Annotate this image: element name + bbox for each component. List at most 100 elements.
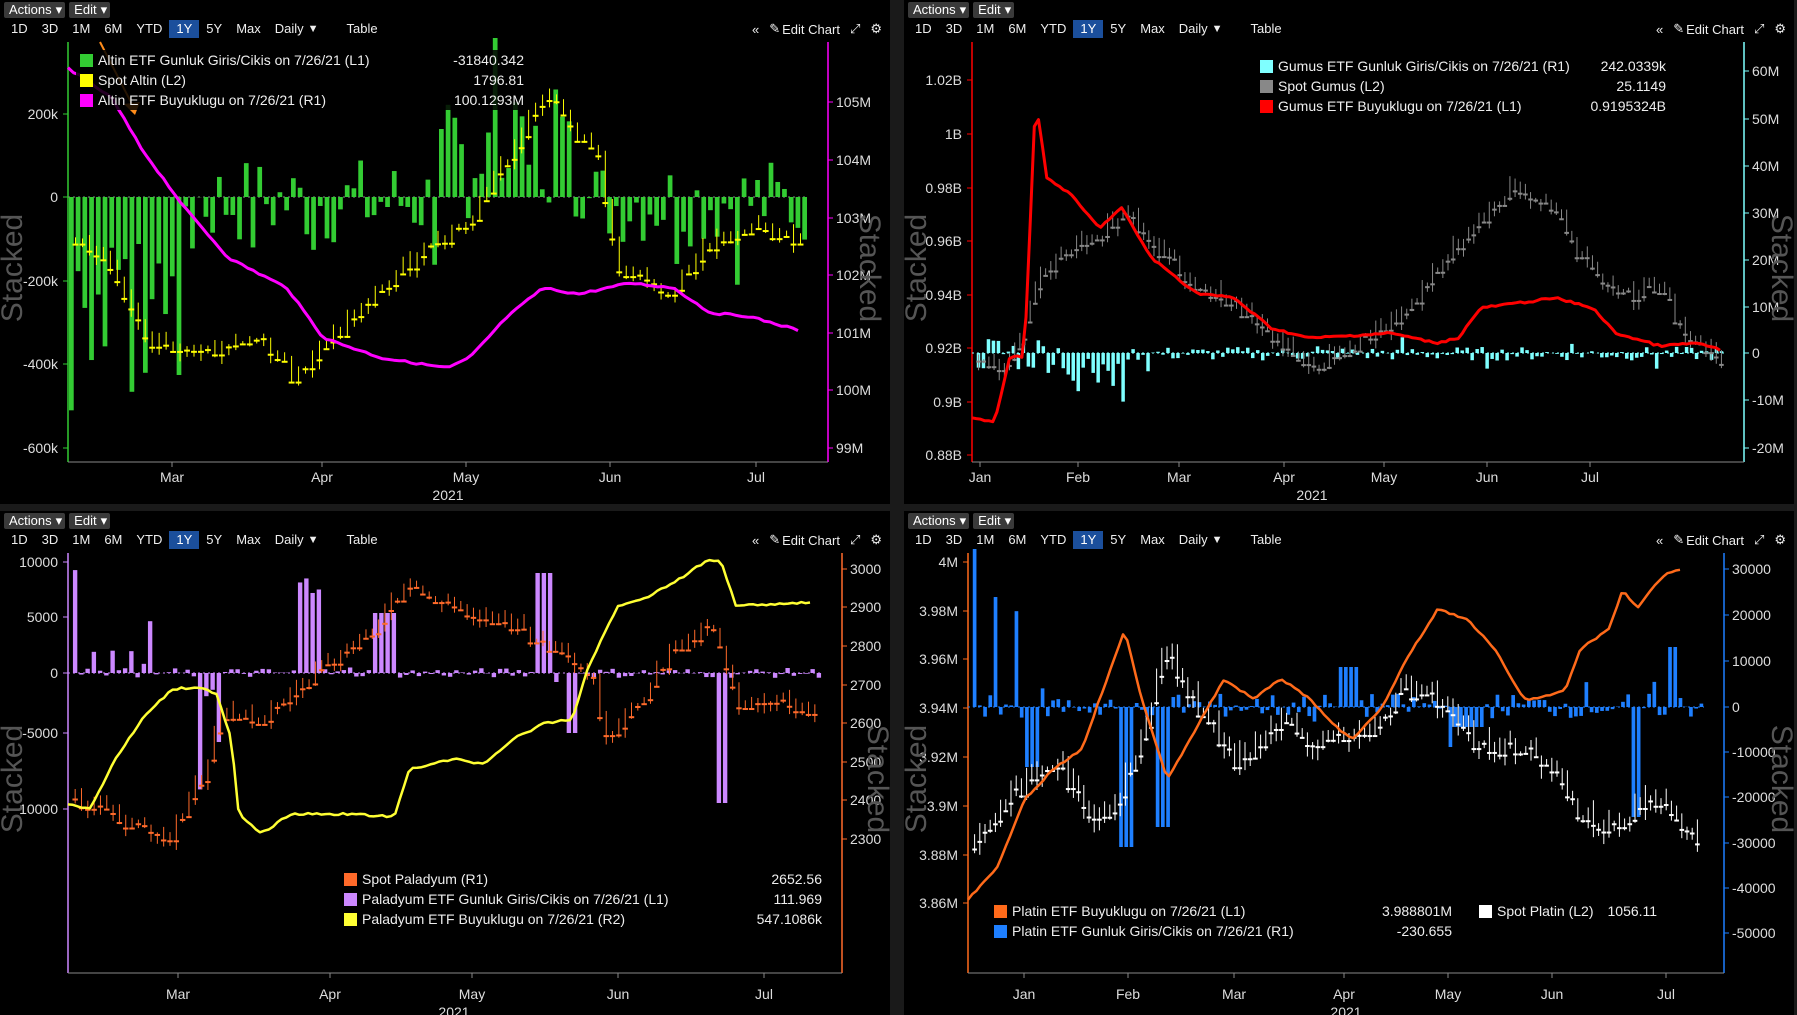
gear-icon[interactable]: ⚙ [1774, 21, 1786, 37]
right-axis-tick: -20M [1752, 440, 1784, 456]
candle-body [1222, 745, 1226, 746]
edit-chart-button[interactable]: Edit Chart [1686, 533, 1744, 548]
inflow-bar [681, 197, 686, 232]
range-button-1d[interactable]: 1D [4, 531, 35, 549]
legend-item[interactable]: Paladyum ETF Buyuklugu on 7/26/21 (R2)54… [340, 909, 830, 929]
gear-icon[interactable]: ⚙ [1774, 532, 1786, 548]
range-button-max[interactable]: Max [229, 531, 268, 549]
gear-icon[interactable]: ⚙ [870, 532, 882, 548]
edit-menu[interactable]: Edit [69, 2, 101, 18]
actions-menu[interactable]: Actions [4, 513, 57, 529]
range-button-max[interactable]: Max [1133, 20, 1172, 38]
legend-item[interactable]: Gumus ETF Gunluk Giris/Cikis on 7/26/21 … [1256, 56, 1674, 76]
legend-item[interactable]: Paladyum ETF Gunluk Giris/Cikis on 7/26/… [340, 889, 830, 909]
table-button[interactable]: Table [1244, 531, 1289, 549]
actions-menu[interactable]: Actions [908, 2, 961, 18]
range-button-6m[interactable]: 6M [97, 20, 129, 38]
range-button-1y[interactable]: 1Y [1073, 531, 1103, 549]
expand-icon[interactable]: ⤢ [1754, 21, 1764, 37]
inflow-bar [1344, 667, 1348, 707]
candle-body [1477, 227, 1481, 228]
inflow-bar [760, 672, 764, 673]
table-button[interactable]: Table [340, 20, 385, 38]
edit-menu[interactable]: Edit [973, 2, 1005, 18]
range-button-1m[interactable]: 1M [65, 531, 97, 549]
legend-item[interactable]: Altin ETF Buyuklugu on 7/26/21 (R1)100.1… [76, 90, 532, 110]
candle-body [199, 351, 204, 352]
range-button-6m[interactable]: 6M [97, 531, 129, 549]
legend-item[interactable]: Altin ETF Gunluk Giris/Cikis on 7/26/21 … [76, 50, 532, 70]
chart-tools: «✎Edit Chart⤢⚙ [752, 20, 882, 38]
range-button-1m[interactable]: 1M [969, 531, 1001, 549]
range-button-3d[interactable]: 3D [939, 531, 970, 549]
collapse-icon[interactable]: « [752, 533, 759, 548]
legend-item[interactable]: Spot Altin (L2)1796.81 [76, 70, 532, 90]
range-button-3d[interactable]: 3D [939, 20, 970, 38]
candle-body [983, 832, 987, 833]
inflow-bar [156, 197, 161, 263]
candle-body [1714, 357, 1718, 358]
expand-icon[interactable]: ⤢ [850, 21, 860, 37]
legend-item[interactable]: Spot Gumus (L2)25.1149 [1256, 76, 1674, 96]
range-button-1d[interactable]: 1D [908, 20, 939, 38]
legend-item[interactable]: Gumus ETF Buyuklugu on 7/26/21 (L1)0.919… [1256, 96, 1674, 116]
range-button-3d[interactable]: 3D [35, 531, 66, 549]
legend-item[interactable]: Spot Platin (L2)1056.11 [1475, 901, 1665, 921]
inflow-bar [448, 673, 452, 677]
range-button-1y[interactable]: 1Y [1073, 20, 1103, 38]
edit-chart-button[interactable]: Edit Chart [782, 22, 840, 37]
range-button-max[interactable]: Max [1133, 531, 1172, 549]
legend-value: -31840.342 [439, 52, 532, 68]
range-button-1m[interactable]: 1M [65, 20, 97, 38]
x-axis-month: Apr [1333, 986, 1355, 1002]
candle-body [427, 597, 431, 598]
range-button-3d[interactable]: 3D [35, 20, 66, 38]
candle-body [680, 650, 684, 651]
range-button-1m[interactable]: 1M [969, 20, 1001, 38]
range-button-max[interactable]: Max [229, 20, 268, 38]
edit-menu[interactable]: Edit [973, 513, 1005, 529]
candle-body [1373, 736, 1377, 737]
edit-menu[interactable]: Edit [69, 513, 101, 529]
candle-body [1160, 676, 1164, 677]
range-button-1y[interactable]: 1Y [169, 20, 199, 38]
range-button-ytd[interactable]: YTD [129, 531, 169, 549]
table-button[interactable]: Table [340, 531, 385, 549]
actions-menu[interactable]: Actions [908, 513, 961, 529]
expand-icon[interactable]: ⤢ [1754, 532, 1764, 548]
range-button-5y[interactable]: 5Y [1103, 531, 1133, 549]
edit-chart-button[interactable]: Edit Chart [782, 533, 840, 548]
legend-item[interactable]: Platin ETF Buyuklugu on 7/26/21 (L1)3.98… [990, 901, 1460, 921]
candle-body [1576, 818, 1580, 819]
gear-icon[interactable]: ⚙ [870, 21, 882, 37]
candle-body [982, 361, 986, 362]
legend-item[interactable]: Spot Paladyum (R1)2652.56 [340, 869, 830, 889]
range-button-6m[interactable]: 6M [1001, 20, 1033, 38]
table-button[interactable]: Table [1244, 20, 1289, 38]
range-button-1y[interactable]: 1Y [169, 531, 199, 549]
range-button-6m[interactable]: 6M [1001, 531, 1033, 549]
inflow-bar [237, 197, 242, 239]
legend-item[interactable]: Platin ETF Gunluk Giris/Cikis on 7/26/21… [990, 921, 1460, 941]
candle-body [1113, 813, 1117, 814]
range-button-1d[interactable]: 1D [908, 531, 939, 549]
range-button-1d[interactable]: 1D [4, 20, 35, 38]
inflow-bar [1595, 707, 1599, 713]
expand-icon[interactable]: ⤢ [850, 532, 860, 548]
actions-menu[interactable]: Actions [4, 2, 57, 18]
range-button-ytd[interactable]: YTD [129, 20, 169, 38]
candle-body [1560, 784, 1564, 785]
collapse-icon[interactable]: « [1656, 22, 1663, 37]
range-button-5y[interactable]: 5Y [199, 20, 229, 38]
range-button-5y[interactable]: 5Y [1103, 20, 1133, 38]
range-button-5y[interactable]: 5Y [199, 531, 229, 549]
collapse-icon[interactable]: « [752, 22, 759, 37]
range-button-ytd[interactable]: YTD [1033, 20, 1073, 38]
candle-body [218, 733, 222, 734]
candle-body [1142, 233, 1146, 234]
candle-body [1632, 300, 1636, 301]
candle-body [1596, 275, 1600, 276]
edit-chart-button[interactable]: Edit Chart [1686, 22, 1744, 37]
collapse-icon[interactable]: « [1656, 533, 1663, 548]
range-button-ytd[interactable]: YTD [1033, 531, 1073, 549]
